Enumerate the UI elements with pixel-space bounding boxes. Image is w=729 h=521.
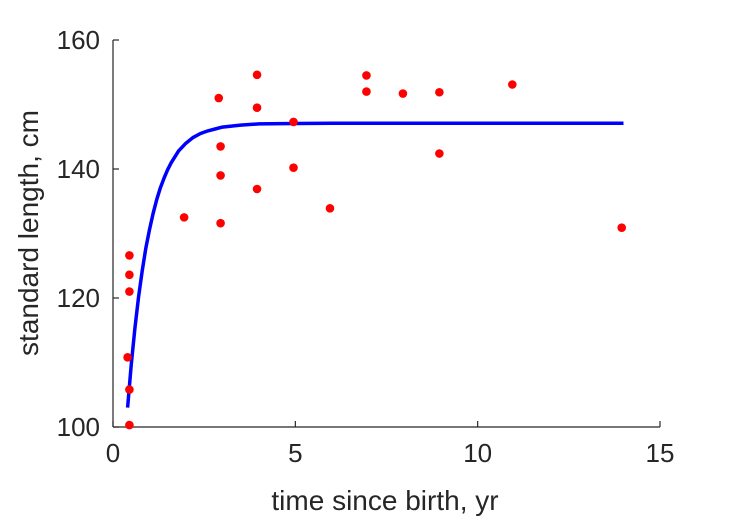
data-point bbox=[252, 70, 262, 80]
data-point bbox=[435, 149, 444, 158]
x-axis-title: time since birth, yr bbox=[271, 485, 498, 516]
y-tick-label: 120 bbox=[57, 283, 100, 313]
data-point bbox=[125, 287, 134, 296]
data-point bbox=[125, 251, 134, 260]
data-point bbox=[435, 87, 444, 97]
data-point bbox=[214, 93, 224, 103]
data-points bbox=[123, 70, 627, 430]
y-axis-ticks: 100 120 140 160 bbox=[57, 25, 119, 442]
y-tick-label: 100 bbox=[57, 412, 100, 442]
x-axis-ticks: 0 5 10 15 bbox=[106, 421, 675, 468]
x-tick-label: 15 bbox=[646, 438, 675, 468]
fitted-curve bbox=[125, 121, 624, 408]
data-point bbox=[125, 420, 134, 430]
data-point bbox=[325, 204, 335, 213]
data-point bbox=[362, 87, 371, 96]
data-point bbox=[216, 218, 225, 228]
data-point bbox=[289, 117, 298, 127]
data-point bbox=[216, 142, 225, 151]
data-point bbox=[216, 171, 225, 180]
data-point bbox=[617, 223, 627, 232]
x-tick-label: 0 bbox=[106, 438, 120, 468]
data-point bbox=[508, 80, 517, 89]
data-point bbox=[398, 89, 408, 98]
data-point bbox=[123, 353, 132, 362]
x-tick-label: 10 bbox=[463, 438, 492, 468]
y-tick-label: 160 bbox=[57, 25, 100, 55]
data-point bbox=[125, 270, 134, 280]
data-point bbox=[252, 103, 262, 113]
y-tick-label: 140 bbox=[57, 154, 100, 184]
data-point bbox=[289, 163, 298, 173]
data-point bbox=[179, 213, 189, 222]
data-point bbox=[252, 184, 262, 194]
x-tick-label: 5 bbox=[288, 438, 302, 468]
fitted-curve-line bbox=[125, 121, 624, 408]
axes bbox=[112, 40, 660, 428]
y-axis-title: standard length, cm bbox=[13, 110, 44, 356]
data-point bbox=[125, 385, 134, 394]
data-point bbox=[362, 71, 371, 80]
